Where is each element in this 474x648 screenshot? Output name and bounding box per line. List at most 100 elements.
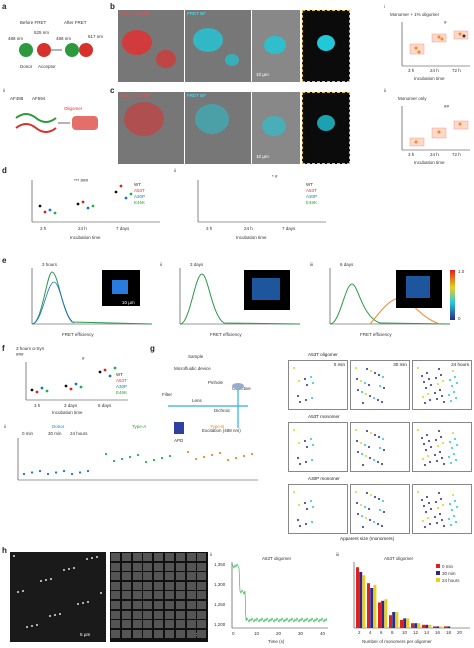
svg-text:FRET efficiency: FRET efficiency xyxy=(360,332,392,337)
tile xyxy=(175,610,185,619)
micro-c-total: Total α-Syn BF xyxy=(118,92,184,164)
svg-text:1,300: 1,300 xyxy=(214,582,226,587)
tile xyxy=(111,620,120,629)
tile xyxy=(197,572,207,581)
g-scatter-point xyxy=(437,445,439,447)
svg-text:Dichroic: Dichroic xyxy=(214,408,231,413)
svg-text:Donor: Donor xyxy=(52,424,65,429)
g-scatter-point xyxy=(356,440,358,442)
bar xyxy=(414,623,418,628)
g-scatter-point xyxy=(454,438,456,440)
data-point xyxy=(168,454,172,458)
g-scatter-point xyxy=(365,455,367,457)
single-molecule-tiles: 500 nm xyxy=(110,552,208,642)
g-scatter-point xyxy=(366,492,368,494)
tile xyxy=(186,629,196,638)
fluorescent-spot xyxy=(59,613,61,615)
g-scatter-point xyxy=(293,429,295,431)
data-point xyxy=(103,368,107,372)
g-scatter-point xyxy=(441,395,443,397)
tile xyxy=(132,601,142,609)
g-scatter-point xyxy=(439,513,441,515)
tile xyxy=(111,591,120,600)
svg-text:A30P: A30P xyxy=(116,384,127,389)
bar xyxy=(439,626,443,628)
g-scatter-point xyxy=(423,505,425,507)
micro-c-zoom1: 10 µm xyxy=(252,92,300,164)
data-point xyxy=(46,472,50,476)
tile xyxy=(154,553,164,561)
svg-text:*** ###: *** ### xyxy=(74,178,89,183)
g-row-label: A53T monomer xyxy=(308,414,340,419)
data-point xyxy=(53,211,57,215)
g-scatter-point xyxy=(373,397,375,399)
bar xyxy=(447,626,451,628)
tile xyxy=(154,629,164,638)
data-point xyxy=(43,210,47,214)
micro-b-total: Total α-Syn BF xyxy=(118,10,184,82)
g-scatter-point xyxy=(442,380,444,382)
tirf-image: 5 µm xyxy=(10,552,106,642)
bar xyxy=(417,623,421,628)
tile xyxy=(132,553,142,561)
g-scatter-point xyxy=(357,451,359,453)
svg-text:24 h: 24 h xyxy=(78,226,87,231)
g-time-label: 0 min xyxy=(333,362,345,367)
g-scatter-point xyxy=(452,432,454,434)
g-scatter-point xyxy=(369,395,371,397)
panel-d-letter: d xyxy=(2,166,7,175)
g-scatter-point xyxy=(438,492,440,494)
fluorescent-spot xyxy=(82,602,84,604)
svg-text:10 µm: 10 µm xyxy=(122,300,135,305)
svg-text:Microfluidic device: Microfluidic device xyxy=(174,366,211,371)
g-scatter-point xyxy=(297,457,299,459)
oligomer-size-histogram: iii A53T oligomer 2 4 6 8 10 12 14 16 18 20 0 min… xyxy=(336,552,470,644)
x-tick-label: 20 xyxy=(457,630,463,635)
data-point xyxy=(152,458,156,462)
g-scatter-point xyxy=(422,458,424,460)
g-scatter-point xyxy=(439,389,441,391)
g-scatter-point xyxy=(362,402,364,404)
fluorescent-spot xyxy=(50,578,52,580)
photobleaching-trace: ii A53T oligomer 1,350 1,300 1,250 1,200… xyxy=(210,552,328,644)
panel-h-letter: h xyxy=(2,546,7,555)
g-scatter-point xyxy=(355,367,357,369)
g-scatter-point xyxy=(428,440,430,442)
tile xyxy=(143,581,153,590)
svg-text:ii: ii xyxy=(4,424,6,429)
data-point xyxy=(86,469,90,473)
data-point xyxy=(38,469,42,473)
g-scatter-point xyxy=(299,401,301,403)
g-scatter-point xyxy=(364,506,366,508)
tile xyxy=(165,553,174,561)
data-point xyxy=(120,457,124,461)
fluorescent-spot xyxy=(22,590,24,592)
tile xyxy=(186,601,196,609)
tile xyxy=(197,629,207,638)
g-scatter-point xyxy=(293,367,295,369)
g-scatter-point xyxy=(456,444,458,446)
g-scatter-point xyxy=(429,523,431,525)
g-scatter-point xyxy=(299,525,301,527)
chart-e-i: 3 hours 10 µm FRET efficiency xyxy=(31,262,153,337)
svg-text:WT: WT xyxy=(306,182,313,187)
g-scatter-point xyxy=(421,437,423,439)
tile xyxy=(111,581,120,590)
g-scatter-point xyxy=(435,439,437,441)
fluorescent-spot xyxy=(86,558,88,560)
g-scatter-point xyxy=(298,442,300,444)
x-tick-label: 14 xyxy=(424,630,430,635)
svg-text:A53T oligomer: A53T oligomer xyxy=(384,556,414,561)
g-scatter-point xyxy=(427,455,429,457)
svg-text:3 hours: 3 hours xyxy=(42,262,58,267)
tile xyxy=(197,620,207,629)
tile xyxy=(197,562,207,571)
svg-text:ii: ii xyxy=(210,552,212,557)
x-tick-label: 8 xyxy=(391,630,394,635)
g-scatter-point xyxy=(453,453,455,455)
tile xyxy=(143,553,153,561)
g-scatter-point xyxy=(442,504,444,506)
svg-text:FRET efficiency: FRET efficiency xyxy=(210,332,242,337)
g-scatter-point xyxy=(369,519,371,521)
g-scatter-point xyxy=(448,394,450,396)
